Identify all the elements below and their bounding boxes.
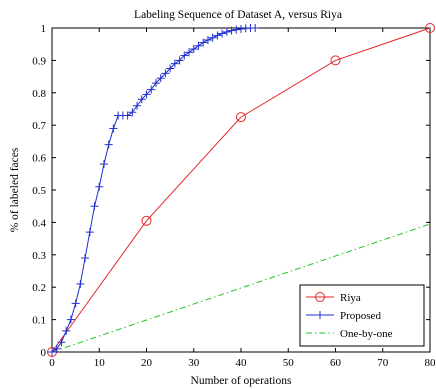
data-point-proposed (213, 31, 222, 40)
data-point-proposed (81, 254, 90, 263)
data-point-proposed (161, 69, 170, 78)
data-point-proposed (232, 25, 241, 34)
chart-title: Labeling Sequence of Dataset A, versus R… (134, 9, 342, 21)
y-tick-label: 0 (41, 347, 47, 359)
data-point-proposed (48, 348, 56, 356)
data-point-proposed (57, 338, 66, 347)
data-point-proposed (218, 29, 227, 38)
y-tick-label: 0.6 (32, 153, 46, 165)
data-point-proposed (237, 24, 245, 33)
data-point-proposed (76, 279, 85, 288)
data-point-proposed (66, 315, 75, 324)
data-point-proposed (189, 45, 198, 54)
data-point-proposed (185, 48, 194, 57)
x-tick-label: 20 (141, 357, 153, 369)
data-point-proposed (194, 41, 203, 50)
y-tick-label: 0.2 (32, 282, 46, 294)
data-point-proposed (142, 90, 151, 99)
data-point-proposed (85, 228, 94, 237)
data-point-proposed (95, 182, 104, 191)
x-tick-label: 0 (49, 357, 55, 369)
y-tick-label: 0.3 (32, 250, 46, 262)
x-tick-label: 70 (377, 357, 389, 369)
axis-ticks: 0 10 20 30 40 50 60 70 80 0 0.1 0.2 0.3 0.4 0.5 0.6 0.7 0… (32, 23, 436, 369)
data-point-proposed (166, 64, 175, 73)
data-point-proposed (227, 26, 236, 35)
legend-marker-riya (315, 292, 325, 302)
data-point-proposed (208, 33, 217, 42)
data-point-proposed (109, 124, 118, 133)
y-tick-label: 0.4 (32, 217, 46, 229)
series-layer (47, 23, 435, 357)
data-point-proposed (147, 85, 156, 94)
y-axis-label: % of labeled faces (9, 147, 21, 232)
y-tick-label: 0.8 (32, 88, 46, 100)
data-point-proposed (203, 35, 212, 44)
data-point-proposed (170, 59, 179, 68)
data-point-riya (425, 23, 435, 33)
data-point-proposed (137, 95, 146, 104)
y-tick-label: 0.1 (32, 315, 46, 327)
legend: Riya Proposed One-by-one (299, 284, 425, 347)
data-point-proposed (62, 326, 71, 335)
series-riya (47, 23, 435, 357)
data-point-proposed (251, 24, 260, 32)
y-tick-label: 0.5 (32, 185, 46, 197)
data-point-proposed (199, 38, 208, 47)
y-tick-label: 1 (41, 23, 47, 35)
series-line-riya (51, 27, 431, 353)
y-tick-label: 0.9 (32, 55, 46, 67)
x-tick-label: 40 (236, 357, 248, 369)
data-point-proposed (175, 56, 184, 65)
data-point-proposed (71, 299, 80, 308)
x-tick-label: 80 (425, 357, 436, 369)
x-tick-label: 30 (188, 357, 200, 369)
data-point-proposed (151, 79, 160, 88)
data-point-proposed (180, 51, 189, 60)
legend-label-riya: Riya (340, 292, 361, 304)
data-point-proposed (156, 74, 165, 83)
data-point-proposed (52, 344, 61, 353)
series-proposed (48, 24, 260, 356)
legend-label-one-by-one: One-by-one (340, 328, 393, 340)
legend-label-proposed: Proposed (340, 310, 381, 322)
x-tick-label: 50 (283, 357, 295, 369)
data-point-proposed (128, 108, 137, 117)
data-point-proposed (104, 140, 113, 149)
data-point-proposed (123, 111, 132, 120)
legend-marker-proposed (316, 311, 324, 319)
data-point-riya (330, 55, 341, 66)
data-point-riya (141, 215, 152, 226)
data-point-proposed (90, 202, 99, 211)
x-axis-label: Number of operations (191, 375, 292, 387)
x-tick-label: 60 (330, 357, 342, 369)
data-point-proposed (222, 27, 231, 36)
data-point-proposed (133, 101, 142, 110)
y-tick-label: 0.7 (32, 120, 46, 132)
x-tick-label: 10 (94, 357, 106, 369)
data-point-proposed (99, 160, 108, 169)
data-point-riya (236, 112, 246, 123)
